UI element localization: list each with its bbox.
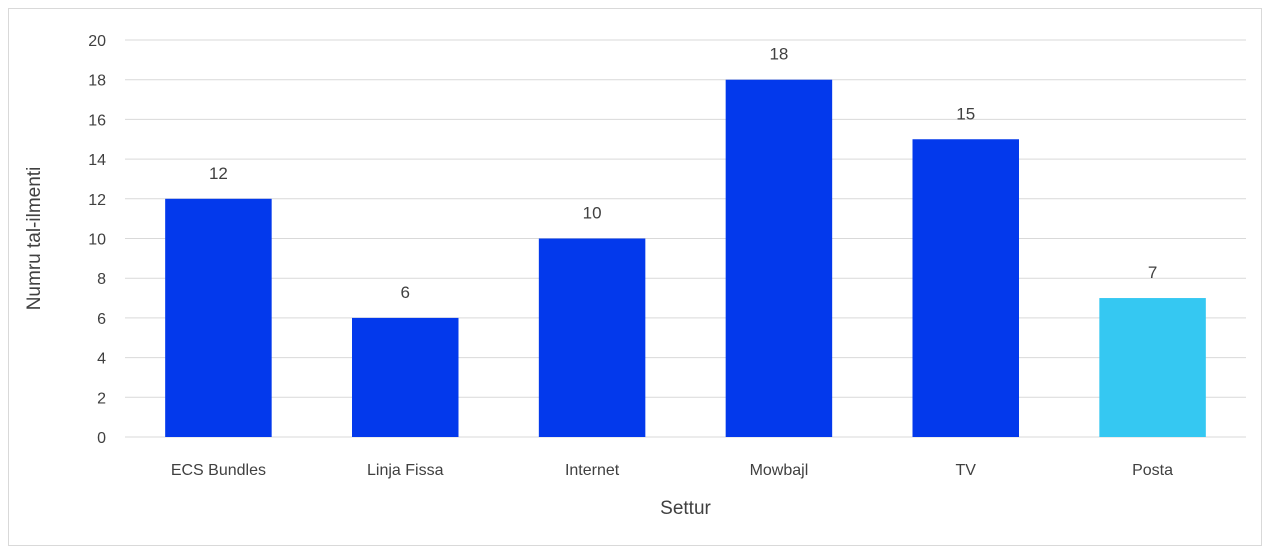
y-tick-label: 12 — [88, 192, 106, 209]
bar-internet — [538, 238, 646, 437]
data-label: 12 — [209, 164, 228, 183]
y-tick-label: 2 — [97, 390, 106, 407]
y-tick-label: 10 — [88, 232, 106, 249]
x-tick-label: Posta — [1132, 462, 1173, 479]
y-tick-label: 6 — [97, 311, 106, 328]
y-tick-label: 16 — [88, 112, 106, 129]
y-axis-ticks: 0 2 4 6 8 10 12 14 16 18 20 — [88, 33, 106, 447]
y-tick-label: 8 — [97, 271, 106, 288]
y-tick-label: 0 — [97, 430, 106, 447]
y-tick-label: 14 — [88, 152, 106, 169]
x-tick-label: Mowbajl — [750, 462, 809, 479]
data-label: 6 — [401, 283, 410, 302]
bar-ecs-bundles — [165, 198, 272, 437]
x-axis-title: Settur — [660, 498, 711, 519]
data-label: 10 — [583, 204, 602, 223]
bars — [165, 79, 1206, 437]
bar-linja-fissa — [352, 317, 459, 437]
x-tick-label: TV — [956, 462, 977, 479]
x-tick-label: Internet — [565, 462, 620, 479]
bar-mowbajl — [725, 79, 833, 437]
bar-tv — [912, 139, 1019, 437]
gridlines — [125, 39, 1246, 438]
x-tick-label: Linja Fissa — [367, 462, 444, 479]
data-label: 15 — [956, 104, 975, 123]
x-tick-label: ECS Bundles — [171, 462, 266, 479]
y-axis-title: Numru tal-ilmenti — [24, 167, 45, 311]
y-tick-label: 4 — [97, 351, 106, 368]
data-labels: 12 6 10 18 15 7 — [209, 45, 1157, 302]
data-label: 7 — [1148, 263, 1157, 282]
x-axis-ticks: ECS Bundles Linja Fissa Internet Mowbajl TV P… — [171, 462, 1173, 479]
data-label: 18 — [769, 45, 788, 64]
y-tick-label: 18 — [88, 73, 106, 90]
bar-posta — [1099, 298, 1206, 437]
y-tick-label: 20 — [88, 33, 106, 50]
